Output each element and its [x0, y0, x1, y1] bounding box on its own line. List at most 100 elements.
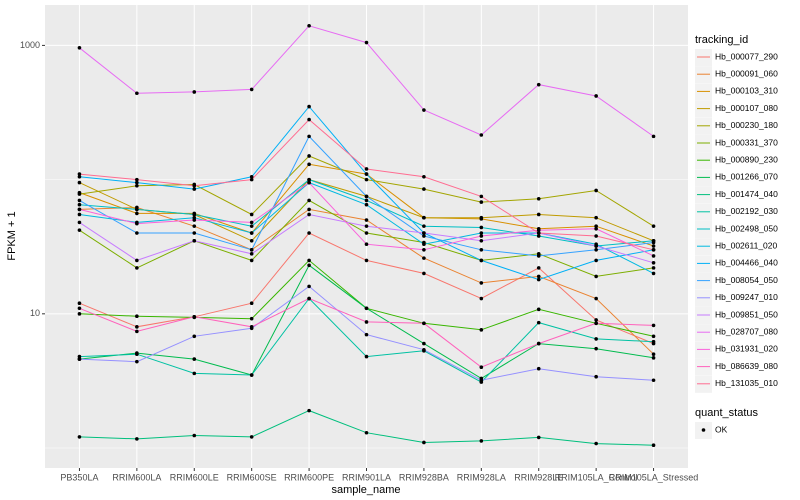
data-point — [249, 224, 254, 228]
data-point — [192, 239, 197, 243]
data-point — [364, 354, 369, 359]
data-point — [192, 433, 197, 438]
data-point — [422, 271, 426, 276]
data-point — [364, 167, 369, 171]
data-point — [307, 177, 311, 182]
data-point — [479, 200, 484, 204]
data-point — [594, 227, 598, 231]
data-point — [479, 231, 484, 235]
legend-label: Hb_002611_020 — [715, 240, 778, 250]
data-point — [479, 378, 484, 383]
data-point — [135, 325, 139, 329]
data-point — [364, 231, 369, 235]
data-point — [536, 82, 541, 87]
data-point — [364, 198, 369, 203]
data-point — [307, 198, 311, 203]
data-point — [307, 258, 311, 263]
data-point — [77, 220, 82, 225]
data-point — [135, 352, 139, 357]
legend-label: Hb_086639_080 — [715, 361, 778, 371]
data-point — [77, 312, 82, 316]
legend-label: Hb_000331_370 — [715, 137, 778, 147]
legend-label: Hb_000107_080 — [715, 103, 778, 113]
legend-label: Hb_009851_050 — [715, 309, 778, 319]
legend-label: Hb_000230_180 — [715, 120, 778, 130]
data-point — [651, 224, 656, 228]
legend-label: Hb_031931_020 — [715, 344, 778, 354]
x-tick-label: RRIM928LE — [514, 472, 563, 482]
data-point — [249, 316, 254, 321]
data-point — [249, 174, 254, 179]
data-point — [135, 231, 139, 235]
x-tick-label: RRIM928LA — [457, 472, 506, 482]
x-tick-label: RRIM600LA — [112, 472, 161, 482]
x-tick-label: RRIM901LA — [342, 472, 391, 482]
data-point — [651, 352, 656, 357]
data-point — [307, 134, 311, 139]
data-point — [307, 207, 311, 212]
data-point — [77, 45, 82, 50]
data-point — [135, 258, 139, 263]
data-point — [77, 306, 82, 311]
data-point — [192, 334, 197, 339]
data-point — [651, 334, 656, 339]
shape-legend-point — [701, 428, 706, 432]
legend-label: Hb_000091_060 — [715, 68, 778, 78]
data-point — [651, 240, 656, 245]
data-point — [594, 188, 598, 193]
y-tick-label: 10 — [30, 308, 40, 318]
data-point — [594, 247, 598, 252]
data-point — [536, 277, 541, 282]
data-point — [479, 258, 484, 263]
shape-legend-label: OK — [715, 424, 728, 434]
data-point — [651, 134, 656, 139]
y-tick-label: 1000 — [20, 40, 40, 50]
data-point — [479, 234, 484, 238]
legend-label: Hb_001474_040 — [715, 189, 778, 199]
data-point — [536, 212, 541, 217]
data-point — [651, 260, 656, 265]
data-point — [536, 231, 541, 235]
data-point — [307, 231, 311, 235]
data-point — [594, 296, 598, 301]
legend-label: Hb_004466_040 — [715, 258, 778, 268]
data-point — [192, 212, 197, 217]
data-point — [594, 374, 598, 379]
data-point — [536, 196, 541, 201]
legend-label: Hb_008054_050 — [715, 275, 778, 285]
data-point — [422, 440, 426, 445]
data-point — [77, 212, 82, 217]
data-point — [536, 234, 541, 238]
data-point — [651, 247, 656, 252]
data-point — [536, 341, 541, 346]
data-point — [192, 90, 197, 94]
data-point — [307, 212, 311, 217]
data-point — [594, 244, 598, 248]
data-point — [594, 346, 598, 351]
data-point — [249, 239, 254, 243]
data-point — [77, 357, 82, 361]
data-point — [307, 263, 311, 268]
data-point — [192, 231, 197, 235]
data-point — [364, 177, 369, 182]
data-point — [422, 247, 426, 252]
data-point — [422, 321, 426, 326]
data-point — [364, 320, 369, 324]
data-point — [364, 332, 369, 337]
data-point — [651, 271, 656, 276]
data-point — [135, 183, 139, 188]
data-point — [249, 177, 254, 182]
x-tick-label: RRIM600SE — [227, 472, 277, 482]
data-point — [422, 242, 426, 247]
data-point — [536, 254, 541, 258]
data-point — [364, 430, 369, 435]
data-point — [536, 228, 541, 232]
data-point — [479, 328, 484, 332]
data-point — [77, 301, 82, 305]
data-point — [364, 202, 369, 207]
data-point — [536, 307, 541, 312]
data-point — [192, 218, 197, 222]
shape-legend-title: quant_status — [695, 407, 758, 419]
data-point — [651, 266, 656, 270]
